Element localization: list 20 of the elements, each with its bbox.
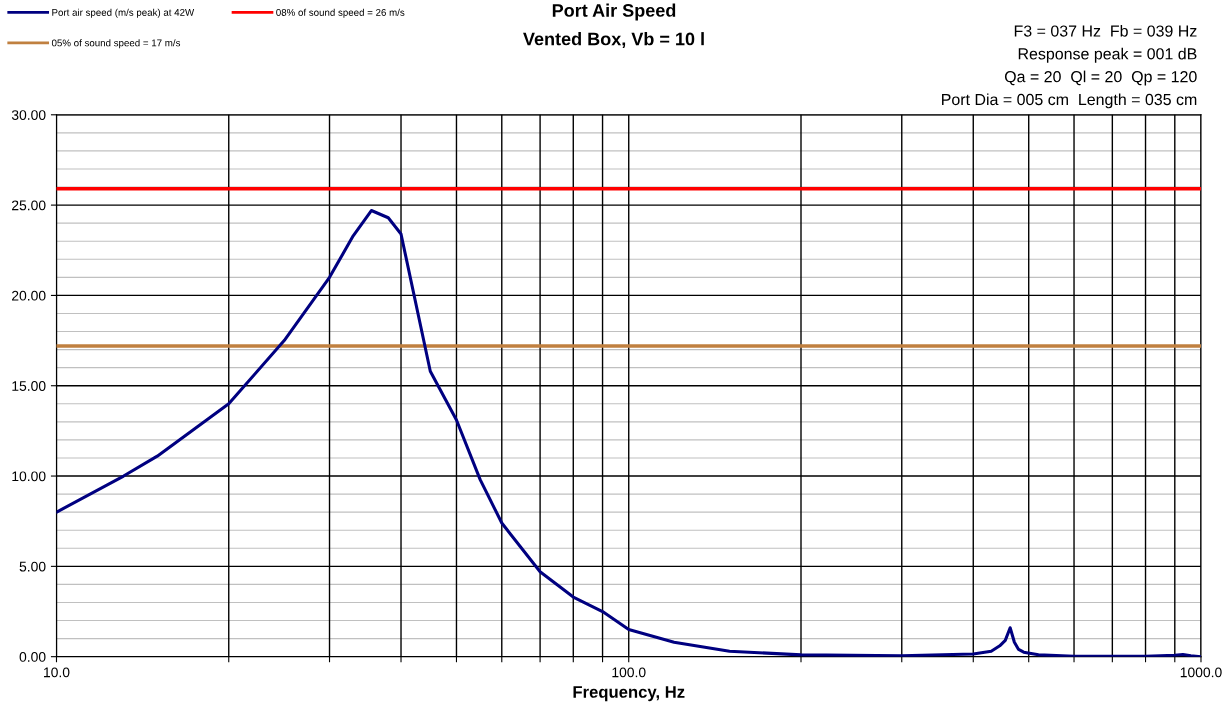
y-tick-label: 0.00 [19, 652, 46, 662]
y-tick-label: 30.00 [11, 110, 46, 120]
chart-subtitle: Vented Box, Vb = 10 l [523, 32, 704, 48]
x-tick-label: 10.0 [44, 667, 70, 678]
text: F3 = 037 Hz Fb = 039 Hz [1014, 24, 1197, 37]
text: Port Dia = 005 cm Length = 035 cm [942, 93, 1197, 109]
legend-label: 05% of sound speed = 17 m/s [51, 39, 181, 49]
x-tick-label: 1000.0 [1180, 667, 1222, 678]
legend-label: Port air speed (m/s peak) at 42W [52, 8, 195, 18]
y-tick-label: 10.00 [12, 471, 46, 482]
y-tick-label: 5.00 [19, 561, 46, 572]
y-tick-label: 20.00 [12, 290, 46, 301]
chart-title: Port Air Speed [552, 3, 676, 21]
text: Response peak = 001 dB [1018, 47, 1197, 63]
x-axis-title: Frequency, Hz [573, 686, 685, 702]
x-tick-label: 100.0 [612, 667, 646, 678]
text: Qa = 20 Ql = 20 Qp = 120 [1004, 70, 1197, 86]
y-tick-label: 25.00 [12, 200, 46, 211]
y-tick-label: 15.00 [12, 381, 46, 391]
legend-label: 08% of sound speed = 26 m/s [276, 8, 405, 18]
